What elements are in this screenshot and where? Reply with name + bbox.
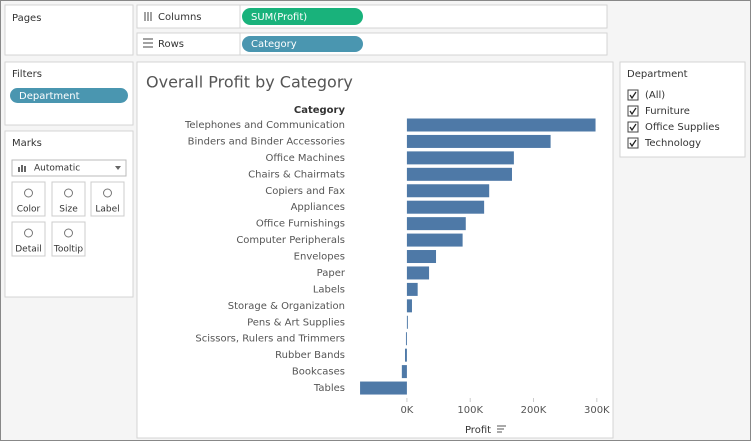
columns-pill[interactable] <box>242 8 363 25</box>
bar <box>406 217 466 231</box>
checkmark <box>629 139 637 148</box>
y-tick-label: Telephones and Communication <box>184 120 345 131</box>
checkbox-label[interactable]: (All) <box>645 90 665 101</box>
filters-title: Filters <box>12 69 42 80</box>
mark-button-icon <box>103 188 112 198</box>
bar <box>406 134 551 148</box>
checkbox-label[interactable]: Office Supplies <box>645 122 720 133</box>
mark-button[interactable] <box>90 181 125 217</box>
x-tick-label: 300K <box>584 405 610 416</box>
mark-type-icon <box>18 165 26 172</box>
mark-button-label[interactable]: Color <box>17 205 41 215</box>
checkbox[interactable] <box>627 105 639 117</box>
rows-icon <box>143 38 153 48</box>
y-tick-label: Binders and Binder Accessories <box>188 136 345 147</box>
rows-pill[interactable] <box>242 36 363 52</box>
y-tick-label: Bookcases <box>292 367 345 378</box>
checkbox[interactable] <box>627 121 639 133</box>
bar <box>360 381 407 395</box>
dropdown-arrow <box>115 166 121 170</box>
bar <box>406 118 596 132</box>
mark-button-label[interactable]: Label <box>95 205 119 215</box>
y-tick-label: Chairs & Chairmats <box>248 169 345 180</box>
y-tick-label: Pens & Art Supplies <box>247 317 345 328</box>
checkbox[interactable] <box>627 89 639 101</box>
checkbox[interactable] <box>627 137 639 149</box>
x-tick-label: 200K <box>521 405 547 416</box>
columns-icon <box>144 12 152 21</box>
x-tick-label: 100K <box>457 405 483 416</box>
sort-icon[interactable] <box>497 425 506 433</box>
pages-title: Pages <box>12 13 41 24</box>
mark-button-icon <box>64 228 73 238</box>
bar <box>406 266 430 280</box>
bar <box>406 151 514 165</box>
y-tick-label: Envelopes <box>294 252 345 263</box>
y-tick-label: Office Furnishings <box>256 219 345 230</box>
bar <box>406 184 490 198</box>
columns-pill-label[interactable]: SUM(Profit) <box>251 12 307 23</box>
columns-shelf <box>136 4 608 29</box>
x-axis-title: Profit <box>465 425 491 436</box>
bar <box>405 348 407 362</box>
y-tick-label: Storage & Organization <box>228 301 345 312</box>
y-tick-label: Computer Peripherals <box>236 235 345 246</box>
marks-title: Marks <box>12 138 42 149</box>
y-tick-label: Appliances <box>291 202 345 213</box>
checkmark <box>629 123 637 132</box>
bar <box>401 365 407 379</box>
mark-button[interactable] <box>51 181 86 217</box>
columns-label: Columns <box>158 12 202 23</box>
y-tick-label: Tables <box>313 383 345 394</box>
mark-button-icon <box>64 188 73 198</box>
filter-pill[interactable] <box>10 88 128 103</box>
rows-pill-label[interactable]: Category <box>251 39 297 50</box>
rows-shelf <box>136 32 608 56</box>
filter-pill-label[interactable]: Department <box>19 91 80 102</box>
mark-button[interactable] <box>51 221 86 257</box>
pages-card <box>4 4 134 56</box>
bar <box>406 315 408 329</box>
bar <box>406 299 412 313</box>
bar <box>406 233 463 247</box>
y-tick-label: Rubber Bands <box>275 350 345 361</box>
checkbox-label[interactable]: Technology <box>644 138 701 149</box>
y-axis-title: Category <box>294 105 346 116</box>
mark-button-icon <box>24 188 33 198</box>
y-tick-label: Labels <box>313 284 345 295</box>
chart-title: Overall Profit by Category <box>146 73 353 92</box>
mark-type-label[interactable]: Automatic <box>34 164 80 174</box>
rows-label: Rows <box>158 39 184 50</box>
checkmark <box>629 91 637 100</box>
y-tick-label: Paper <box>317 268 346 279</box>
mark-button-label[interactable]: Detail <box>15 245 42 255</box>
checkmark <box>629 107 637 116</box>
x-tick-label: 0K <box>400 405 413 416</box>
y-tick-label: Office Machines <box>266 153 345 164</box>
bar <box>406 282 418 296</box>
department-filter-card <box>619 61 746 158</box>
department-filter-title: Department <box>627 69 688 80</box>
mark-button-icon <box>24 228 33 238</box>
bar <box>406 250 437 264</box>
bar <box>406 167 512 181</box>
y-tick-label: Copiers and Fax <box>265 186 345 197</box>
mark-button[interactable] <box>11 221 46 257</box>
mark-button[interactable] <box>11 181 46 217</box>
bar <box>406 200 485 214</box>
mark-button-label[interactable]: Size <box>59 205 78 215</box>
bar <box>405 332 407 346</box>
mark-button-label[interactable]: Tooltip <box>53 245 84 255</box>
checkbox-label[interactable]: Furniture <box>645 106 690 117</box>
mark-type-dropdown[interactable] <box>11 159 127 177</box>
y-tick-label: Scissors, Rulers and Trimmers <box>195 334 345 345</box>
